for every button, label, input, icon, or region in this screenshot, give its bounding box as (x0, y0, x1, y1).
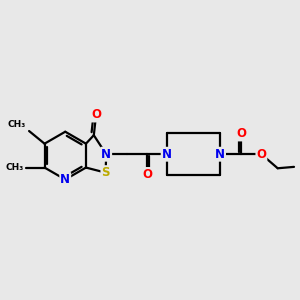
Text: N: N (215, 148, 225, 161)
Text: N: N (162, 148, 172, 161)
Text: CH₃: CH₃ (6, 163, 24, 172)
Text: CH₃: CH₃ (8, 120, 26, 129)
Text: O: O (142, 168, 152, 181)
Text: O: O (256, 148, 266, 161)
Text: O: O (236, 128, 246, 140)
Text: N: N (101, 148, 111, 161)
Text: O: O (91, 109, 101, 122)
Text: S: S (101, 166, 110, 179)
Text: N: N (60, 173, 70, 186)
